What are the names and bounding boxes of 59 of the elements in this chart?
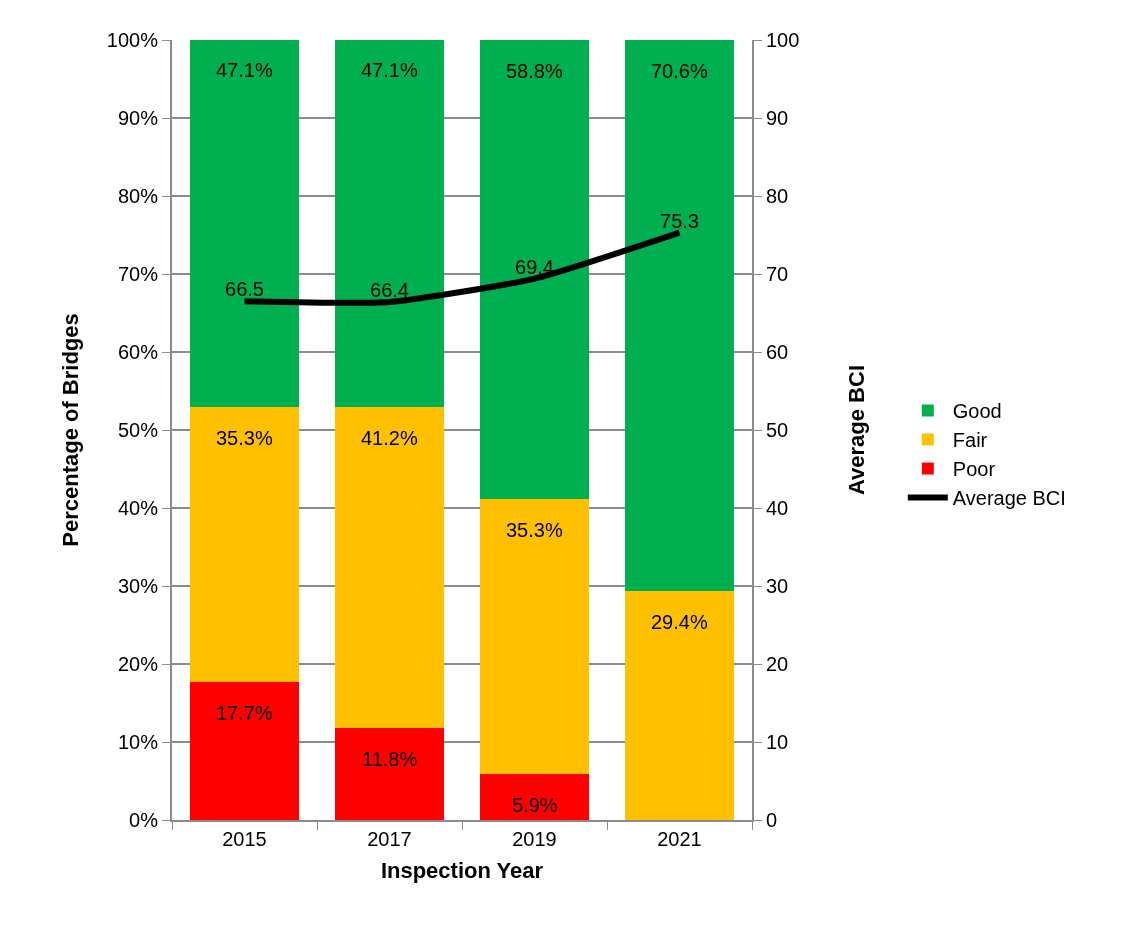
bar — [480, 773, 589, 820]
data-label: 5.9% — [512, 794, 558, 816]
data-label: 69.4 — [515, 255, 554, 278]
y-tick-label: 90% — [117, 107, 159, 129]
x-axis-title: Inspection Year — [380, 858, 544, 884]
y2-tick-label: 10 — [766, 731, 789, 753]
y2-tick-label: 50 — [766, 419, 789, 441]
y-tick-label: 30% — [117, 575, 159, 597]
data-label: 17.7% — [216, 702, 273, 724]
bar — [625, 590, 734, 820]
y-tick-label: 10% — [117, 731, 159, 753]
y-tick-label: 40% — [117, 497, 159, 519]
bar — [335, 40, 444, 407]
data-label: 66.4 — [370, 279, 409, 302]
data-label: 47.1% — [216, 59, 273, 81]
y2-axis-title: Average BCI — [843, 364, 869, 496]
data-label: 35.3% — [216, 427, 273, 449]
y-tick-label: 60% — [117, 341, 159, 363]
x-tick-label: 2017 — [367, 828, 412, 850]
data-label: 58.8% — [506, 60, 563, 82]
y-tick-label: 20% — [117, 653, 159, 675]
data-label: 35.3% — [506, 519, 563, 541]
y2-tick-label: 90 — [766, 107, 789, 129]
y2-tick-label: 30 — [766, 575, 789, 597]
y2-tick-label: 0 — [766, 809, 778, 831]
data-label: 70.6% — [651, 60, 708, 82]
y2-tick-label: 70 — [766, 263, 789, 285]
x-tick-label: 2021 — [657, 828, 702, 850]
bar — [480, 498, 589, 774]
y-tick-label: 80% — [117, 185, 159, 207]
data-label: 41.2% — [361, 427, 418, 449]
legend-label: Poor — [952, 458, 996, 481]
y-tick-label: 100% — [106, 29, 159, 51]
legend-label: Good — [952, 400, 1002, 423]
legend-label: Fair — [952, 429, 988, 452]
y2-tick-label: 100 — [766, 29, 800, 51]
x-tick-label: 2015 — [222, 828, 267, 850]
bar — [190, 406, 299, 682]
y-tick-label: 50% — [117, 419, 159, 441]
bar — [190, 40, 299, 407]
legend-label: Average BCI — [952, 487, 1066, 510]
x-tick-label: 2019 — [512, 828, 557, 850]
bar — [190, 681, 299, 820]
y-tick-label: 70% — [117, 263, 159, 285]
data-label: 11.8% — [362, 748, 418, 770]
data-label: 47.1% — [361, 59, 418, 81]
y2-tick-label: 80 — [766, 185, 789, 207]
y-tick-label: 0% — [129, 809, 159, 831]
data-label: 29.4% — [651, 611, 708, 633]
bar — [335, 727, 444, 820]
y2-tick-label: 20 — [766, 653, 789, 675]
bar — [335, 406, 444, 728]
y-axis-title: Percentage of Bridges — [58, 313, 84, 547]
y2-tick-label: 40 — [766, 497, 789, 519]
data-label: 66.5 — [225, 278, 264, 301]
bar — [625, 40, 734, 591]
y2-tick-label: 60 — [766, 341, 789, 363]
bar — [480, 40, 589, 499]
data-label: 75.3 — [660, 209, 699, 232]
